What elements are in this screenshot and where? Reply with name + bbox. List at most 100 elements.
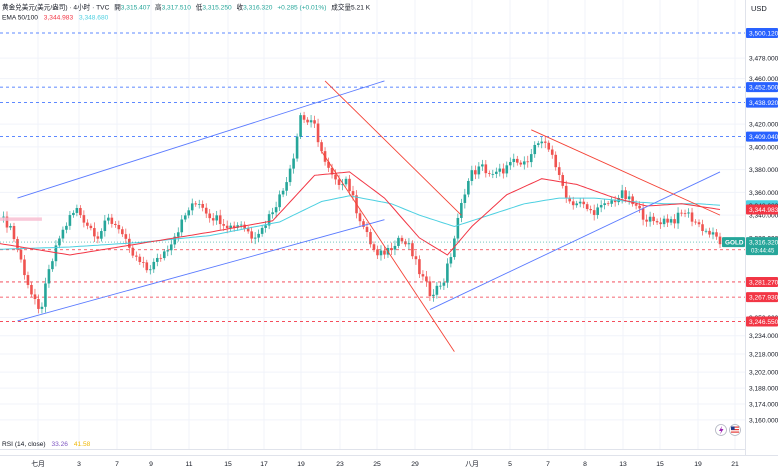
candle-body [281, 190, 285, 195]
candle-body [372, 244, 376, 250]
candle-body [439, 285, 442, 287]
symbol-tag: GOLD [725, 240, 744, 247]
candle-body [243, 224, 246, 229]
candle-body [190, 203, 194, 211]
candle-body [180, 219, 184, 233]
candle-body [271, 212, 274, 215]
candle-body [47, 269, 51, 284]
price-tick-label: 3,234.000 [749, 333, 778, 340]
rsi-ma-value: 41.58 [74, 441, 91, 448]
candle-body [316, 123, 320, 143]
candle-body [683, 213, 687, 215]
candle-body [40, 306, 44, 309]
candle-body [274, 207, 278, 213]
candle-body [596, 207, 599, 215]
candle-body [550, 149, 554, 155]
time-axis[interactable]: 七月 3 7 9 11 15 17 19 23 25 29 八月 5 7 8 13 15 19 21 [31, 459, 739, 468]
blue-level-tag-bg [746, 131, 778, 142]
candle-body [246, 228, 250, 232]
candle-body [606, 203, 610, 205]
candle-body [2, 216, 5, 218]
candle-body [362, 221, 365, 227]
candle-body [285, 182, 288, 191]
candle-body [218, 215, 222, 225]
candle-body [718, 236, 722, 245]
candle-body [592, 210, 596, 215]
candle-body [89, 225, 93, 229]
blue-level-tag-bg [746, 27, 778, 38]
descending-channel-line [321, 151, 455, 352]
candle-body [313, 120, 316, 124]
candle-body [589, 209, 592, 211]
candle-body [33, 294, 37, 300]
price-tick-label: 3,202.000 [749, 370, 778, 377]
red-level-tag-bg [746, 292, 778, 303]
time-tick-label: 13 [619, 461, 627, 468]
candle-body [680, 212, 683, 214]
candle-body [61, 229, 65, 239]
candle-body [86, 222, 89, 226]
candle-body [19, 249, 23, 260]
high-label: 高 [155, 3, 162, 12]
candle-body [93, 228, 96, 237]
candle-body [432, 294, 435, 297]
price-tick-label: 3,218.000 [749, 351, 778, 358]
price-tick-label: 3,174.000 [749, 402, 778, 409]
candle-body [173, 236, 177, 245]
candle-body [107, 217, 110, 221]
candle-body [337, 179, 341, 185]
candle-body [176, 232, 180, 237]
candle-body [708, 230, 711, 235]
candle-body [44, 283, 47, 307]
us-flag-icon[interactable] [729, 424, 741, 436]
candle-body [236, 225, 239, 228]
time-tick-label: 9 [149, 461, 153, 468]
candle-body [411, 243, 414, 257]
rsi-legend: RSI (14, close) 33.26 41.58 [2, 441, 91, 448]
candle-body [72, 212, 75, 216]
candle-body [37, 299, 40, 309]
falling-trendline [531, 129, 721, 216]
candle-body [467, 180, 470, 195]
candle-body [529, 154, 533, 163]
descending-channel-line [324, 80, 462, 216]
time-tick-label: 21 [731, 461, 739, 468]
blue-level-tag: 3,438.920 [749, 100, 778, 107]
change-value: +0.285 (+0.01%) [277, 5, 326, 12]
candle-body [519, 162, 523, 165]
candle-body [449, 257, 453, 264]
candle-body [208, 213, 212, 219]
candle-body [505, 165, 509, 174]
red-level-tag: 3,267.930 [749, 295, 778, 302]
candle-body [554, 154, 558, 168]
candle-body [547, 142, 551, 150]
candle-body [652, 216, 655, 222]
lightning-icon[interactable] [715, 424, 727, 436]
candle-body [100, 231, 103, 239]
time-tick-label: 11 [185, 461, 192, 468]
candle-body [495, 171, 498, 174]
candle-body [543, 141, 547, 143]
candle-body [498, 168, 502, 172]
candle-body [82, 215, 86, 223]
candle-body [142, 262, 145, 263]
ema100-line [0, 195, 721, 250]
candle-body [578, 201, 582, 204]
indicator-lines [0, 171, 745, 256]
price-tick-label: 3,400.000 [749, 144, 778, 151]
time-tick-label: 15 [224, 461, 232, 468]
candle-body [68, 215, 72, 226]
candle-body [666, 218, 669, 223]
candle-body [477, 166, 481, 175]
candle-body [51, 261, 54, 270]
volume-value: 成交量5.21 K [331, 3, 370, 12]
candle-body [211, 218, 215, 221]
candle-body [155, 257, 159, 262]
time-tick-label: 25 [373, 461, 381, 468]
time-tick-label: 七月 [31, 459, 45, 468]
time-tick-label: 17 [260, 461, 268, 468]
candle-body [711, 232, 715, 235]
candle-body [250, 231, 253, 239]
candle-body [26, 275, 30, 285]
